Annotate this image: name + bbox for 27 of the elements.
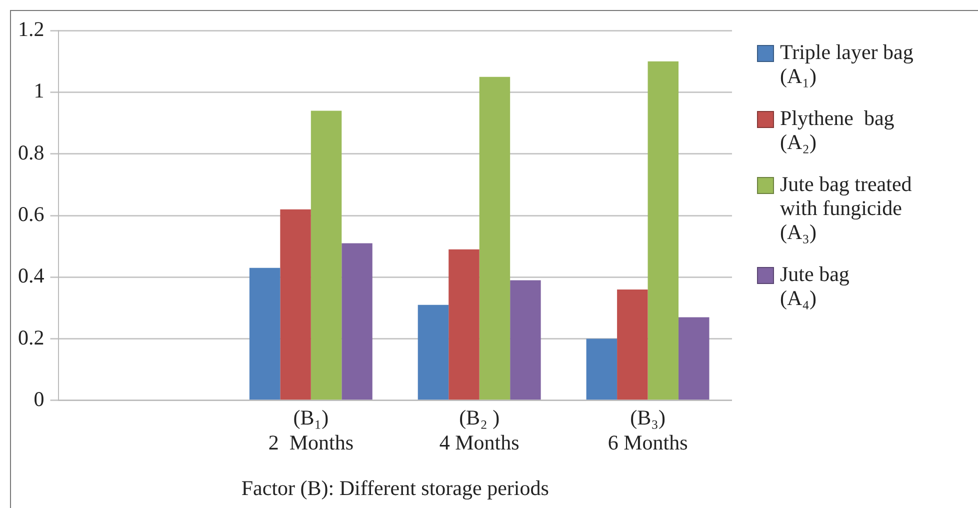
x-tick-label: (B₂ ) 4 Months bbox=[439, 406, 520, 455]
y-tick-label: 0 bbox=[34, 386, 44, 411]
bar bbox=[617, 289, 648, 400]
bar bbox=[510, 280, 541, 400]
legend-label: Jute bag (A₄) bbox=[780, 262, 850, 310]
legend-label: Triple layer bag (A₁) bbox=[780, 40, 914, 88]
x-tick-label: (B₃) 6 Months bbox=[608, 406, 688, 455]
y-tick-label: 0.6 bbox=[18, 202, 44, 226]
legend-label: Plythene bag (A₂) bbox=[780, 106, 894, 154]
bar bbox=[310, 110, 342, 400]
y-tick-label: 1.2 bbox=[18, 17, 44, 42]
y-tick-label: 0.8 bbox=[18, 140, 44, 164]
y-tick-label: 1 bbox=[34, 78, 44, 103]
x-axis-title: Factor (B): Different storage periods bbox=[241, 476, 549, 500]
bar bbox=[280, 209, 311, 400]
bar bbox=[586, 338, 618, 400]
legend-label: Jute bag treated with fungicide (A₃) bbox=[780, 172, 912, 244]
bar bbox=[342, 243, 372, 400]
bar bbox=[448, 249, 480, 400]
y-tick-label: 0.4 bbox=[18, 264, 45, 288]
bar bbox=[648, 61, 679, 400]
bar bbox=[678, 317, 710, 400]
bar bbox=[418, 304, 449, 400]
bar bbox=[249, 268, 280, 400]
x-tick-label: (B₁) 2 Months bbox=[268, 406, 354, 455]
y-tick-label: 0.2 bbox=[18, 325, 44, 350]
bar bbox=[479, 76, 510, 400]
